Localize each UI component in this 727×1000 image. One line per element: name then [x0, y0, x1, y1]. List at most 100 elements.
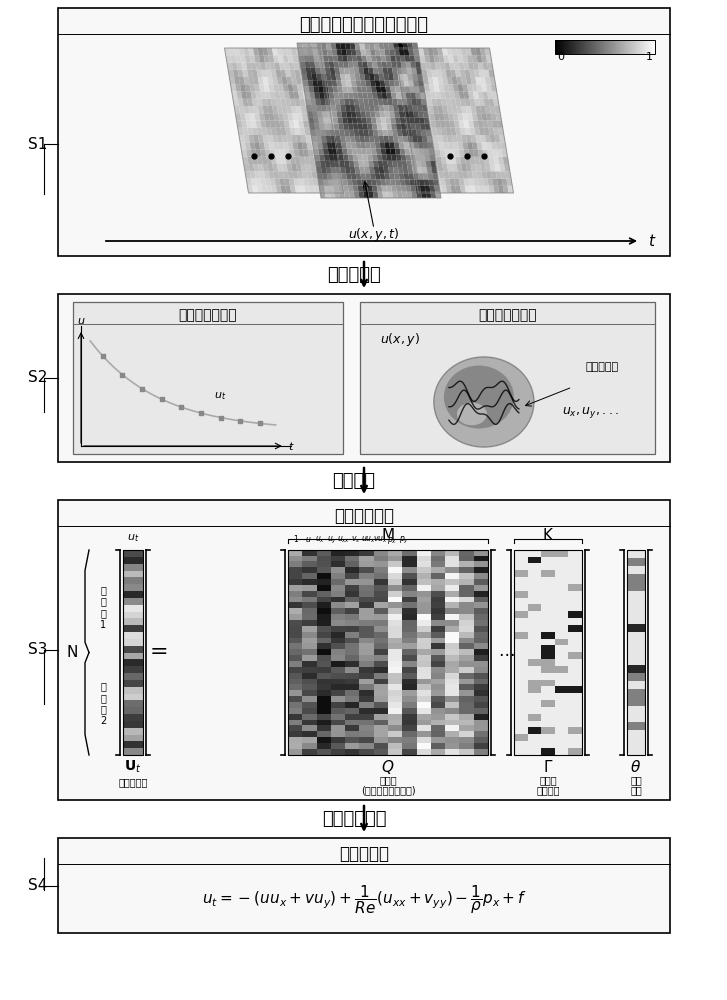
Polygon shape: [387, 192, 393, 198]
Polygon shape: [286, 106, 292, 113]
Polygon shape: [440, 149, 446, 157]
Bar: [459, 626, 474, 632]
Polygon shape: [494, 106, 500, 113]
Polygon shape: [434, 171, 440, 178]
Bar: [345, 591, 360, 597]
Polygon shape: [340, 99, 345, 105]
Bar: [445, 749, 459, 755]
Polygon shape: [373, 192, 379, 198]
Polygon shape: [391, 186, 397, 192]
Polygon shape: [317, 173, 323, 179]
Polygon shape: [310, 106, 316, 113]
Bar: [514, 557, 528, 564]
Polygon shape: [275, 120, 281, 128]
Polygon shape: [272, 77, 278, 84]
Polygon shape: [404, 106, 410, 113]
Polygon shape: [491, 171, 497, 178]
Polygon shape: [302, 55, 308, 62]
Polygon shape: [287, 55, 294, 62]
Text: (内含空间维导数项): (内含空间维导数项): [361, 785, 415, 795]
Polygon shape: [359, 74, 365, 80]
Bar: [302, 649, 317, 655]
Polygon shape: [296, 48, 302, 55]
Bar: [302, 737, 317, 743]
Bar: [417, 608, 431, 614]
Bar: [123, 748, 143, 755]
Polygon shape: [320, 164, 326, 171]
Polygon shape: [349, 130, 355, 136]
Polygon shape: [337, 179, 343, 186]
Bar: [388, 585, 403, 591]
Bar: [302, 556, 317, 562]
Polygon shape: [411, 130, 417, 136]
Point: [235, 413, 246, 429]
Polygon shape: [419, 142, 425, 149]
Polygon shape: [380, 179, 386, 186]
Polygon shape: [427, 167, 433, 173]
Bar: [474, 696, 489, 702]
Polygon shape: [349, 192, 355, 198]
Bar: [627, 738, 645, 747]
Polygon shape: [415, 113, 421, 120]
Polygon shape: [242, 128, 249, 135]
Polygon shape: [350, 173, 356, 179]
Polygon shape: [479, 99, 485, 106]
Polygon shape: [302, 142, 308, 149]
Polygon shape: [379, 142, 385, 148]
Polygon shape: [229, 77, 236, 84]
Polygon shape: [335, 74, 341, 80]
Polygon shape: [294, 128, 301, 135]
Bar: [331, 585, 345, 591]
Polygon shape: [258, 77, 264, 84]
Bar: [331, 749, 345, 755]
Polygon shape: [296, 106, 302, 113]
Polygon shape: [387, 68, 393, 74]
Polygon shape: [332, 117, 338, 124]
Text: 双层优化求解: 双层优化求解: [322, 810, 386, 828]
Polygon shape: [379, 49, 385, 55]
Bar: [388, 608, 403, 614]
Polygon shape: [478, 178, 483, 186]
Bar: [331, 561, 345, 568]
Bar: [374, 702, 388, 708]
Bar: [331, 643, 345, 650]
Bar: [288, 585, 302, 591]
Bar: [359, 661, 374, 667]
Bar: [345, 714, 360, 720]
Polygon shape: [400, 179, 406, 186]
Bar: [417, 737, 431, 743]
Text: 选择矩阵: 选择矩阵: [537, 785, 560, 795]
Polygon shape: [338, 93, 344, 99]
Polygon shape: [249, 164, 254, 171]
Bar: [514, 577, 528, 584]
Polygon shape: [322, 178, 328, 186]
Polygon shape: [401, 68, 407, 74]
Polygon shape: [390, 55, 396, 62]
Polygon shape: [249, 142, 256, 149]
Polygon shape: [374, 111, 380, 117]
Polygon shape: [440, 92, 446, 99]
Polygon shape: [483, 157, 490, 164]
Bar: [431, 638, 446, 644]
Bar: [528, 577, 542, 584]
Polygon shape: [310, 130, 316, 136]
Polygon shape: [453, 84, 459, 92]
Polygon shape: [448, 171, 454, 178]
Polygon shape: [333, 186, 339, 193]
Polygon shape: [406, 186, 411, 192]
Polygon shape: [327, 149, 333, 157]
Bar: [541, 625, 555, 632]
Bar: [445, 714, 459, 720]
Polygon shape: [416, 68, 422, 74]
Polygon shape: [290, 99, 296, 106]
Bar: [302, 638, 317, 644]
Bar: [345, 573, 360, 579]
Bar: [123, 666, 143, 673]
Polygon shape: [317, 62, 323, 70]
Polygon shape: [370, 111, 376, 117]
Polygon shape: [406, 130, 412, 136]
Bar: [591, 40, 593, 54]
Polygon shape: [326, 105, 332, 111]
Bar: [316, 667, 332, 673]
Polygon shape: [252, 128, 258, 135]
